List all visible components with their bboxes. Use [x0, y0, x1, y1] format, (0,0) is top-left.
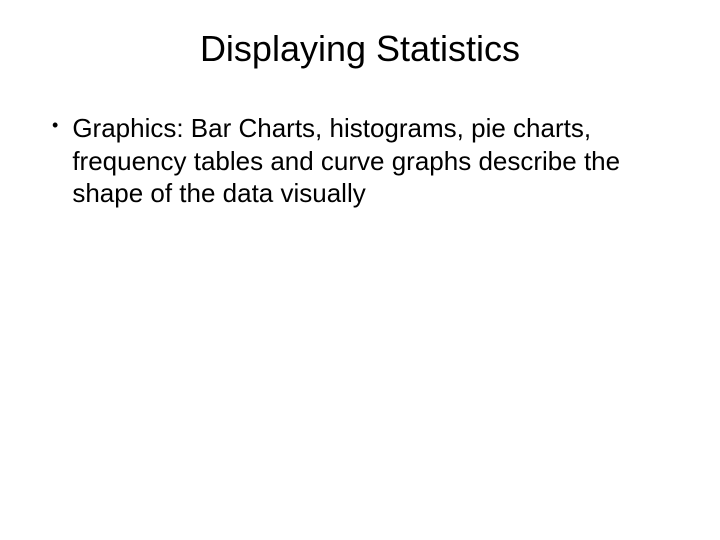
bullet-item: • Graphics: Bar Charts, histograms, pie … — [52, 112, 680, 210]
slide-content: • Graphics: Bar Charts, histograms, pie … — [40, 112, 680, 210]
slide-container: Displaying Statistics • Graphics: Bar Ch… — [0, 0, 720, 540]
bullet-marker-icon: • — [52, 114, 58, 137]
bullet-text: Graphics: Bar Charts, histograms, pie ch… — [72, 112, 680, 210]
slide-title: Displaying Statistics — [40, 28, 680, 70]
